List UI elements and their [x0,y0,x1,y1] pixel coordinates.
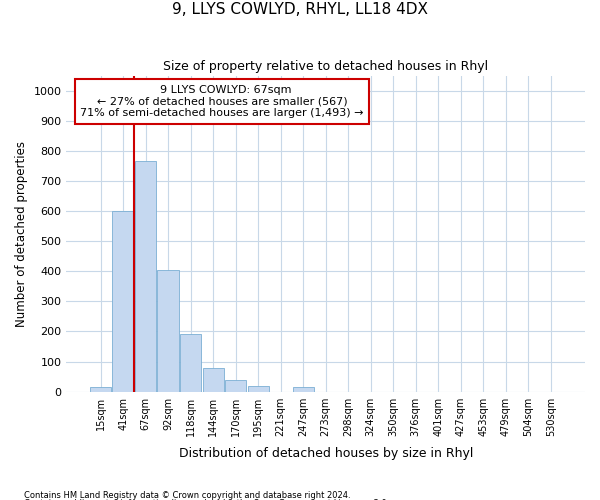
Bar [90,387,112,392]
Bar [135,162,157,392]
Bar [293,388,314,392]
Text: Contains HM Land Registry data © Crown copyright and database right 2024.: Contains HM Land Registry data © Crown c… [24,490,350,500]
Text: Contains public sector information licensed under the Open Government Licence v3: Contains public sector information licen… [24,499,389,500]
Bar [180,334,202,392]
Bar [112,211,134,392]
Y-axis label: Number of detached properties: Number of detached properties [15,140,28,326]
Bar [248,386,269,392]
Bar [203,368,224,392]
Title: Size of property relative to detached houses in Rhyl: Size of property relative to detached ho… [163,60,488,73]
Bar [225,380,247,392]
X-axis label: Distribution of detached houses by size in Rhyl: Distribution of detached houses by size … [179,447,473,460]
Text: 9 LLYS COWLYD: 67sqm
← 27% of detached houses are smaller (567)
71% of semi-deta: 9 LLYS COWLYD: 67sqm ← 27% of detached h… [80,85,364,118]
Text: 9, LLYS COWLYD, RHYL, LL18 4DX: 9, LLYS COWLYD, RHYL, LL18 4DX [172,2,428,18]
Bar [157,270,179,392]
